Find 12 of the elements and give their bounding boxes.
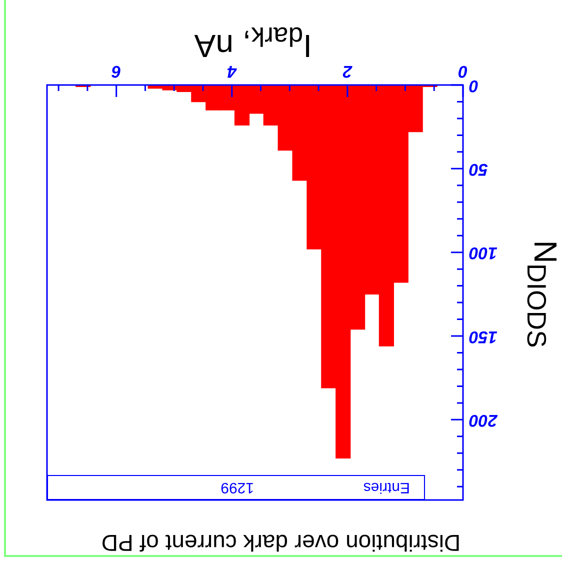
- x-tick-label: 6: [111, 62, 122, 82]
- y-tick-label: 100: [468, 244, 498, 263]
- stats-box: Entries 1299: [47, 475, 425, 500]
- y-tick-label: 200: [468, 410, 498, 430]
- y-tick-label: 50: [468, 160, 488, 179]
- x-tick-label: 2: [342, 62, 354, 82]
- x-tick-label: 4: [226, 62, 238, 82]
- annotation: Entries: [363, 479, 410, 496]
- y-tick-label: 0: [468, 76, 478, 96]
- annotation: 1299: [220, 479, 254, 496]
- text: Distribution over dark current of PD: [100, 529, 462, 556]
- y-tick-label: 150: [468, 327, 498, 346]
